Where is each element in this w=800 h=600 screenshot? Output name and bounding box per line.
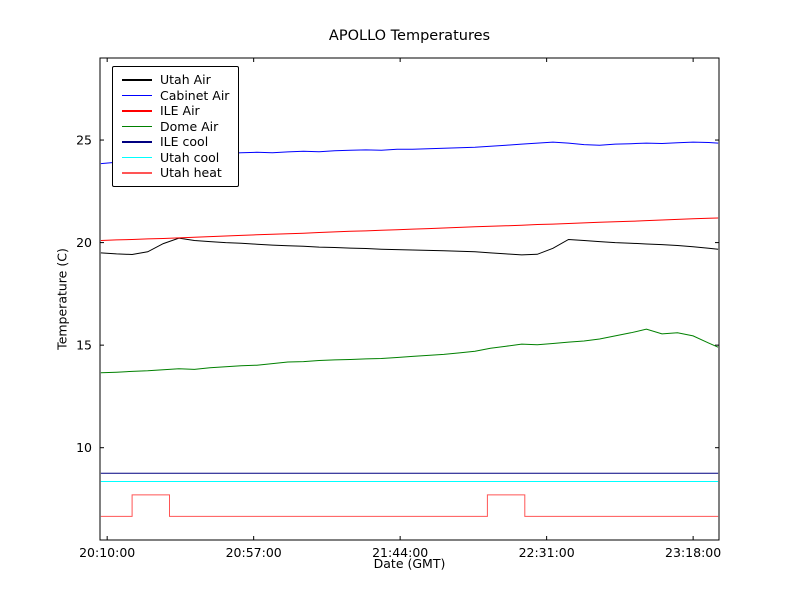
legend-line-swatch (122, 110, 152, 112)
chart-title: APOLLO Temperatures (328, 28, 491, 44)
plot-frame (99, 57, 720, 541)
legend-line-swatch (122, 125, 152, 127)
legend-item-ile-air: ILE Air (122, 103, 229, 119)
legend-line-swatch (122, 141, 152, 143)
series-line-utah-heat (100, 494, 719, 517)
series-line-dome-air (100, 328, 719, 374)
legend-line-swatch (122, 172, 152, 174)
y-tick-label: 25 (76, 133, 92, 148)
legend-item-cabinet-air: Cabinet Air (122, 88, 229, 104)
legend-label: Cabinet Air (160, 87, 230, 103)
x-tick-label: 22:31:00 (519, 545, 575, 560)
x-tick-label: 23:18:00 (665, 545, 721, 560)
y-tick-label: 10 (76, 440, 92, 455)
x-tick-label: 20:10:00 (79, 545, 135, 560)
legend-line-swatch (122, 79, 152, 81)
y-tick-label: 15 (76, 338, 92, 353)
legend-label: Dome Air (160, 118, 219, 134)
x-axis-label: Date (GMT) (373, 556, 446, 571)
y-tick-label: 20 (76, 235, 92, 250)
series-line-ile-air (100, 217, 719, 241)
legend-item-ile-cool: ILE cool (122, 134, 229, 150)
legend-item-utah-air: Utah Air (122, 72, 229, 88)
legend-item-dome-air: Dome Air (122, 119, 229, 135)
legend-item-utah-heat: Utah heat (122, 165, 229, 181)
legend-label: ILE cool (160, 134, 209, 150)
legend-item-utah-cool: Utah cool (122, 150, 229, 166)
legend-label: Utah Air (160, 72, 211, 88)
x-tick-label: 20:57:00 (226, 545, 282, 560)
legend-line-swatch (122, 156, 152, 158)
legend: Utah Air Cabinet Air ILE Air Dome Air ILE co… (112, 66, 240, 187)
x-tick-label: 21:44:00 (372, 545, 428, 560)
legend-label: Utah heat (160, 165, 222, 181)
legend-line-swatch (122, 94, 152, 96)
series-line-utah-air (100, 237, 719, 256)
legend-label: Utah cool (160, 149, 220, 165)
legend-label: ILE Air (160, 103, 200, 119)
